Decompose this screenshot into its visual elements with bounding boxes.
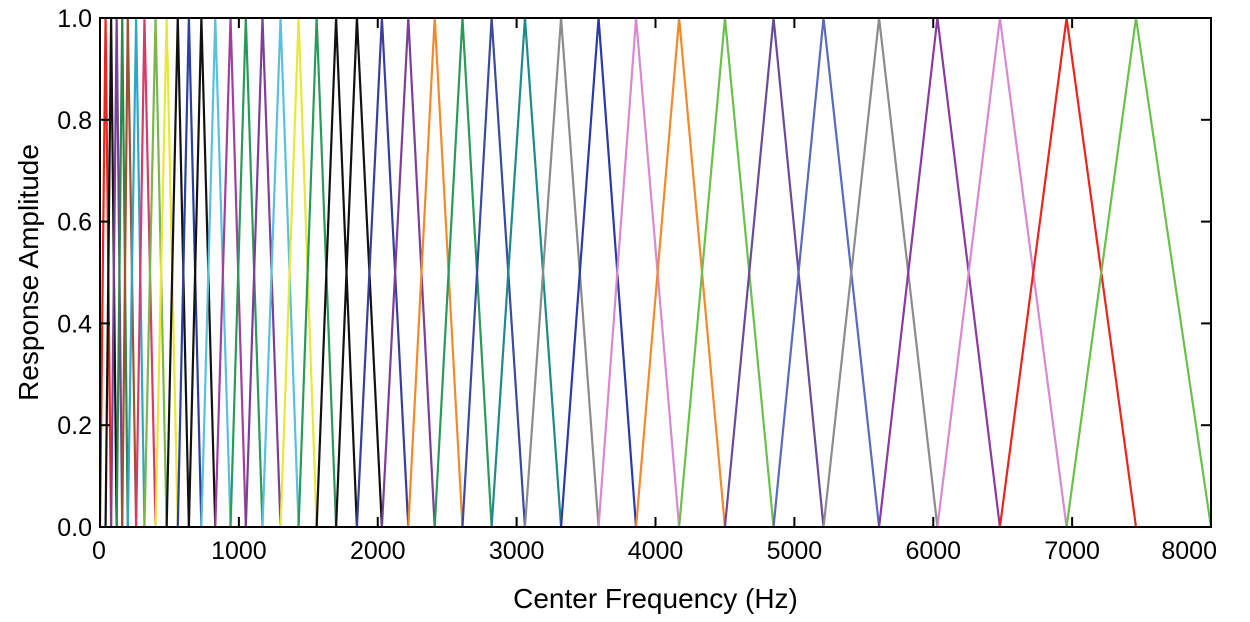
x-tick-label: 7000 — [1044, 537, 1100, 565]
y-tick-label: 0.8 — [57, 107, 92, 135]
filter-17 — [261, 17, 300, 528]
filter-28 — [523, 17, 600, 528]
filter-21 — [334, 17, 384, 528]
filter-39 — [1065, 17, 1213, 528]
filter-13 — [200, 17, 232, 528]
filter-18 — [279, 17, 318, 528]
filter-31 — [634, 17, 727, 528]
filter-25 — [433, 17, 493, 528]
x-tick-label: 8000 — [1161, 537, 1217, 565]
filter-19 — [297, 17, 338, 528]
y-axis-ticks: 0.0 0.2 0.4 0.6 0.8 1.0 — [57, 5, 1211, 542]
x-tick-label: 1000 — [211, 537, 267, 565]
filter-11 — [176, 17, 203, 528]
plot-frame — [99, 17, 1212, 528]
filter-33 — [723, 17, 825, 528]
filter-30 — [597, 17, 681, 528]
filter-22 — [355, 17, 410, 528]
x-axis-ticks: 0 1000 2000 3000 4000 5000 6000 7000 8000 — [92, 18, 1217, 565]
x-tick-label: 0 — [92, 537, 106, 565]
filter-curves — [98, 17, 1213, 528]
y-tick-label: 0.4 — [57, 310, 92, 338]
filter-26 — [461, 17, 527, 528]
filter-8 — [143, 17, 168, 528]
y-tick-label: 0.0 — [57, 514, 92, 542]
filter-36 — [877, 17, 1002, 528]
y-axis-label: Response Amplitude — [13, 144, 44, 401]
y-tick-label: 0.6 — [57, 209, 92, 237]
y-tick-label: 1.0 — [57, 5, 92, 33]
filter-6 — [126, 17, 146, 528]
filter-10 — [165, 17, 190, 528]
filter-9 — [154, 17, 179, 528]
filter-12 — [187, 17, 217, 528]
filter-37 — [936, 17, 1068, 528]
filter-14 — [214, 17, 247, 528]
filter-24 — [407, 17, 464, 528]
filter-34 — [772, 17, 881, 528]
filter-16 — [244, 17, 282, 528]
x-tick-label: 3000 — [489, 537, 545, 565]
filter-32 — [678, 17, 775, 528]
x-tick-label: 5000 — [767, 537, 823, 565]
x-axis-label: Center Frequency (Hz) — [513, 583, 798, 614]
y-tick-label: 0.2 — [57, 412, 92, 440]
filter-15 — [229, 17, 264, 528]
x-tick-label: 2000 — [350, 537, 406, 565]
filter-35 — [822, 17, 939, 528]
filter-23 — [380, 17, 436, 528]
x-tick-label: 4000 — [628, 537, 684, 565]
filter-38 — [998, 17, 1138, 528]
filter-27 — [490, 17, 563, 528]
x-tick-label: 6000 — [905, 537, 961, 565]
filter-29 — [559, 17, 638, 528]
filter-20 — [315, 17, 359, 528]
